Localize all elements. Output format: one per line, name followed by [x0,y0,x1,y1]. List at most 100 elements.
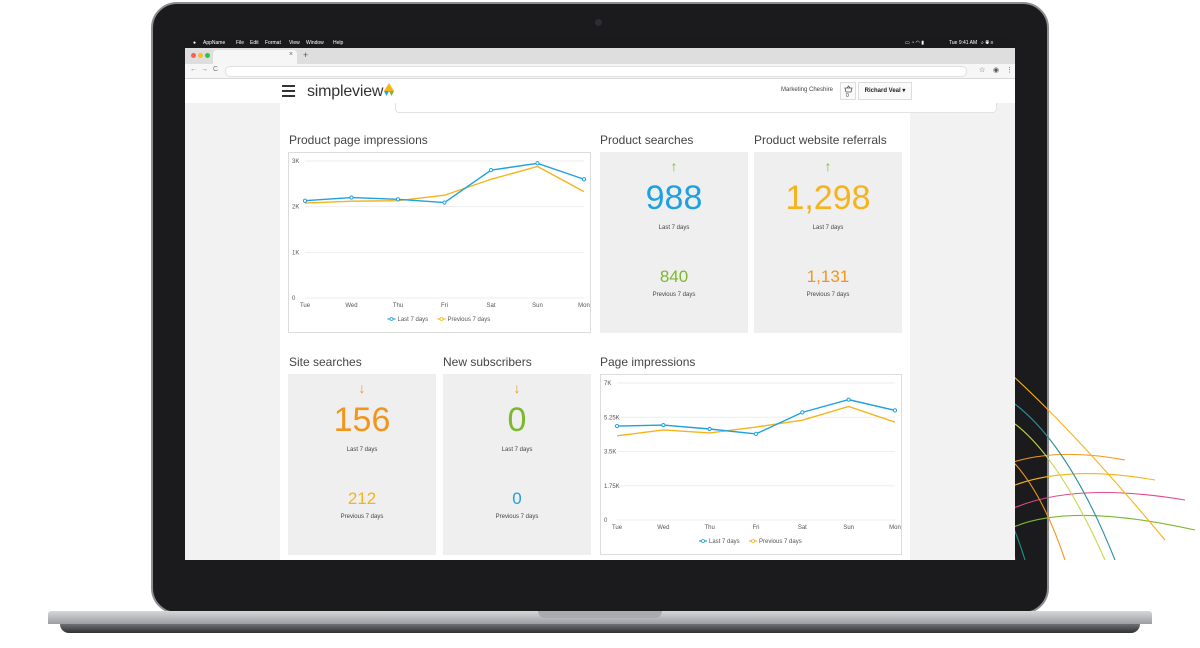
window-zoom-button[interactable] [205,53,210,58]
widget-title-site-searches: Site searches [289,355,362,369]
y-tick-label: 1.75K [604,484,620,490]
address-bar[interactable] [225,66,967,77]
basket-icon [844,85,853,93]
product-searches-prev-value: 840 [659,267,689,286]
menu-window[interactable]: Window [306,40,324,46]
widget-title-product-searches: Product searches [600,133,694,147]
x-tick-label: Wed [657,525,669,531]
product-searches-card: ↑ 988 Last 7 days 840 Previous 7 days [600,152,748,333]
new-subscribers-card: ↓ 0 Last 7 days 0 Previous 7 days [443,374,591,555]
menu-format[interactable]: Format [265,40,281,46]
spotlight-icon[interactable]: ⌕ ◉ ≡ [981,40,994,46]
window-close-button[interactable] [191,53,196,58]
product-searches-prev-label: Previous 7 days [652,292,696,298]
widget-title-new-subscribers: New subscribers [443,355,532,369]
browser-toolbar: ← → C ☆ ◉ ⋮ [185,64,1015,79]
legend-label[interactable]: Previous 7 days [448,317,491,323]
website-referrals-prev-label: Previous 7 days [806,292,850,298]
new-tab-button[interactable]: + [303,50,309,60]
x-tick-label: Wed [345,303,357,309]
os-menubar: ● AppName File Edit Format View Window H… [185,38,1015,48]
series-line [616,405,896,437]
y-tick-label: 0 [604,518,608,524]
website-referrals-card: ↑ 1,298 Last 7 days 1,131 Previous 7 day… [754,152,902,333]
y-tick-label: 5.25K [604,415,620,421]
logo-text: simpleview [307,83,384,100]
status-icons: ▭ ◔ ◠ ▮ [905,40,925,46]
x-tick-label: Fri [753,525,760,531]
site-searches-card: ↓ 156 Last 7 days 212 Previous 7 days [288,374,436,555]
x-tick-label: Fri [441,303,448,309]
x-tick-label: Sat [798,525,807,531]
legend-marker [701,539,705,543]
x-tick-label: Sat [486,303,495,309]
trend-down-arrow-icon: ↓ [513,380,521,396]
chart-svg-1: 0 1.75K 3.5K 5.25K 7K Tue Wed Thu Fri Sat Sun Mon La… [604,381,901,545]
hamburger-menu-icon[interactable] [282,85,295,97]
data-point[interactable] [535,161,540,166]
data-point[interactable] [488,168,494,173]
screen: ● AppName File Edit Format View Window H… [185,38,1015,560]
data-point[interactable] [302,198,308,203]
data-point[interactable] [614,423,620,429]
data-point[interactable] [661,422,666,428]
site-searches-label: Last 7 days [346,447,378,453]
profile-icon[interactable]: ◉ [993,67,1000,74]
data-point[interactable] [349,195,354,200]
laptop-notch [538,611,662,618]
y-tick-label: 7K [604,381,611,387]
trend-up-arrow-icon: ↑ [824,158,832,174]
forward-icon[interactable]: → [201,66,208,73]
product-searches-label: Last 7 days [658,225,690,231]
site-searches-value: 156 [333,401,391,439]
back-icon[interactable]: ← [190,66,197,73]
menu-file[interactable]: File [236,40,245,46]
data-point[interactable] [707,426,712,432]
website-referrals-label: Last 7 days [812,225,844,231]
product-searches-value: 988 [645,179,703,217]
legend-label[interactable]: Last 7 days [398,317,429,323]
trend-up-arrow-icon: ↑ [670,158,678,174]
data-point[interactable] [395,197,401,202]
cart-button[interactable]: 0 [840,82,856,100]
reload-icon[interactable]: C [213,66,219,73]
menu-app[interactable]: AppName [203,40,226,46]
app-header: simpleview Marketing Cheshire 0 Richard … [185,79,1015,103]
menu-help[interactable]: Help [333,40,344,46]
browser-menu-icon[interactable]: ⋮ [1006,67,1013,74]
x-tick-label: Thu [393,303,403,309]
chart-title-product-page-impressions: Product page impressions [289,133,428,147]
website-referrals-prev-value: 1,131 [806,267,850,286]
data-point[interactable] [892,408,898,413]
x-tick-label: Mon [889,525,901,531]
widget-title-website-referrals: Product website referrals [754,133,887,147]
close-tab-icon[interactable]: × [288,51,293,58]
site-searches-prev-label: Previous 7 days [340,514,384,520]
website-referrals-value: 1,298 [785,179,871,217]
data-point[interactable] [442,200,447,205]
window-minimize-button[interactable] [198,53,203,58]
clock: Tue 9:41 AM [949,40,978,46]
browser-tab[interactable]: × [213,50,297,64]
data-point[interactable] [581,177,587,182]
dashboard-page: Product page impressions 0 1K 2K 3K Tue Wed Th… [280,103,997,560]
data-point[interactable] [753,431,759,436]
new-subscribers-prev-value: 0 [512,489,522,508]
data-point[interactable] [800,410,805,415]
page-impressions-chart: 0 1.75K 3.5K 5.25K 7K Tue Wed Thu Fri Sat Sun Mon La… [600,374,902,555]
bookmark-star-icon[interactable]: ☆ [979,67,986,74]
y-tick-label: 3.5K [604,450,616,456]
legend-marker [751,539,755,543]
trend-down-arrow-icon: ↓ [358,380,366,396]
apple-icon[interactable]: ● [193,40,197,46]
cart-count: 0 [846,93,849,99]
legend-label[interactable]: Previous 7 days [759,539,802,545]
legend-label[interactable]: Last 7 days [709,539,740,545]
menu-view[interactable]: View [289,40,300,46]
y-tick-label: 3K [292,159,299,165]
x-tick-label: Tue [300,303,311,309]
y-tick-label: 0 [292,296,296,302]
menu-edit[interactable]: Edit [250,40,259,46]
data-point[interactable] [846,397,851,402]
user-menu-button[interactable]: Richard Veal ▾ [858,82,912,100]
